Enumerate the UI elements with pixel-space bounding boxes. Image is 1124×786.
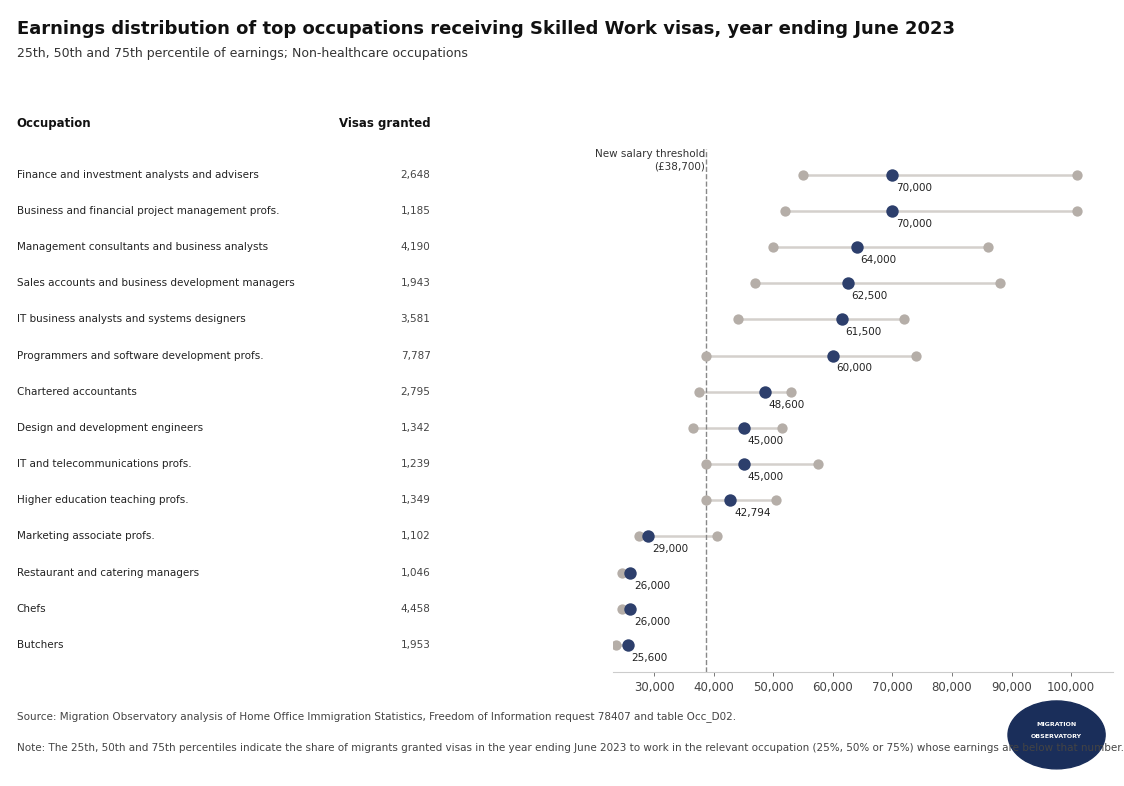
- Text: 1,349: 1,349: [400, 495, 430, 505]
- Point: [722, 494, 740, 506]
- Point: [631, 530, 649, 542]
- Text: 1,943: 1,943: [400, 278, 430, 288]
- Point: [883, 204, 901, 217]
- Point: [782, 385, 800, 398]
- Point: [1068, 204, 1086, 217]
- Point: [990, 277, 1008, 289]
- Point: [690, 385, 708, 398]
- Point: [795, 168, 813, 181]
- Point: [622, 602, 640, 615]
- Point: [764, 241, 782, 253]
- Text: 1,342: 1,342: [400, 423, 430, 433]
- Text: Higher education teaching profs.: Higher education teaching profs.: [17, 495, 189, 505]
- Text: 1,239: 1,239: [400, 459, 430, 469]
- Text: Butchers: Butchers: [17, 640, 63, 650]
- Text: MIGRATION: MIGRATION: [1036, 722, 1077, 727]
- Text: 2,795: 2,795: [400, 387, 430, 397]
- Text: Source: Migration Observatory analysis of Home Office Immigration Statistics, Fr: Source: Migration Observatory analysis o…: [17, 711, 736, 722]
- Text: Programmers and software development profs.: Programmers and software development pro…: [17, 351, 263, 361]
- Text: 26,000: 26,000: [634, 617, 670, 626]
- Text: 61,500: 61,500: [845, 327, 881, 337]
- Text: 29,000: 29,000: [652, 545, 688, 554]
- Text: 3,581: 3,581: [400, 314, 430, 325]
- Text: Note: The 25th, 50th and 75th percentiles indicate the share of migrants granted: Note: The 25th, 50th and 75th percentile…: [17, 743, 1124, 753]
- Point: [809, 457, 827, 470]
- Text: 4,458: 4,458: [400, 604, 430, 614]
- Point: [896, 313, 914, 325]
- Point: [907, 349, 925, 362]
- Text: 48,600: 48,600: [769, 399, 805, 410]
- Text: 42,794: 42,794: [734, 509, 771, 518]
- Point: [883, 168, 901, 181]
- Point: [640, 530, 658, 542]
- Point: [607, 638, 625, 651]
- Point: [768, 494, 786, 506]
- Point: [685, 421, 702, 434]
- Point: [833, 313, 851, 325]
- Point: [773, 421, 791, 434]
- Point: [979, 241, 997, 253]
- Text: 7,787: 7,787: [400, 351, 430, 361]
- Point: [735, 457, 753, 470]
- Point: [847, 241, 865, 253]
- Text: 70,000: 70,000: [896, 219, 932, 229]
- Text: Chartered accountants: Chartered accountants: [17, 387, 137, 397]
- Text: 64,000: 64,000: [860, 255, 897, 265]
- Text: Marketing associate profs.: Marketing associate profs.: [17, 531, 155, 542]
- Point: [756, 385, 774, 398]
- Text: Finance and investment analysts and advisers: Finance and investment analysts and advi…: [17, 170, 259, 180]
- Text: 1,953: 1,953: [400, 640, 430, 650]
- Text: 4,190: 4,190: [401, 242, 430, 252]
- Point: [728, 313, 746, 325]
- Point: [777, 204, 795, 217]
- Point: [746, 277, 764, 289]
- Text: 45,000: 45,000: [747, 472, 783, 482]
- Text: 1,046: 1,046: [401, 567, 430, 578]
- Text: 2,648: 2,648: [400, 170, 430, 180]
- Text: Occupation: Occupation: [17, 116, 91, 130]
- Point: [622, 566, 640, 578]
- Text: Visas granted: Visas granted: [338, 116, 430, 130]
- Point: [619, 638, 637, 651]
- Text: 25,600: 25,600: [632, 653, 668, 663]
- Point: [1068, 168, 1086, 181]
- Text: Business and financial project management profs.: Business and financial project managemen…: [17, 206, 280, 216]
- Circle shape: [1008, 701, 1105, 769]
- Point: [708, 530, 726, 542]
- Text: Chefs: Chefs: [17, 604, 46, 614]
- Text: 70,000: 70,000: [896, 182, 932, 193]
- Text: Earnings distribution of top occupations receiving Skilled Work visas, year endi: Earnings distribution of top occupations…: [17, 20, 955, 38]
- Point: [735, 421, 753, 434]
- Point: [697, 457, 715, 470]
- Point: [613, 602, 631, 615]
- Point: [824, 349, 842, 362]
- Text: Restaurant and catering managers: Restaurant and catering managers: [17, 567, 199, 578]
- Text: 62,500: 62,500: [851, 291, 888, 301]
- Text: 1,102: 1,102: [401, 531, 430, 542]
- Text: Design and development engineers: Design and development engineers: [17, 423, 203, 433]
- Point: [697, 349, 715, 362]
- Point: [613, 566, 631, 578]
- Text: 45,000: 45,000: [747, 435, 783, 446]
- Text: New salary threshold
(£38,700): New salary threshold (£38,700): [595, 149, 705, 171]
- Text: IT business analysts and systems designers: IT business analysts and systems designe…: [17, 314, 246, 325]
- Text: 1,185: 1,185: [400, 206, 430, 216]
- Text: Management consultants and business analysts: Management consultants and business anal…: [17, 242, 268, 252]
- Text: IT and telecommunications profs.: IT and telecommunications profs.: [17, 459, 191, 469]
- Text: 25th, 50th and 75th percentile of earnings; Non-healthcare occupations: 25th, 50th and 75th percentile of earnin…: [17, 47, 468, 61]
- Text: 26,000: 26,000: [634, 581, 670, 590]
- Text: 60,000: 60,000: [836, 363, 872, 373]
- Point: [839, 277, 856, 289]
- Text: OBSERVATORY: OBSERVATORY: [1031, 734, 1082, 739]
- Point: [697, 494, 715, 506]
- Text: Sales accounts and business development managers: Sales accounts and business development …: [17, 278, 294, 288]
